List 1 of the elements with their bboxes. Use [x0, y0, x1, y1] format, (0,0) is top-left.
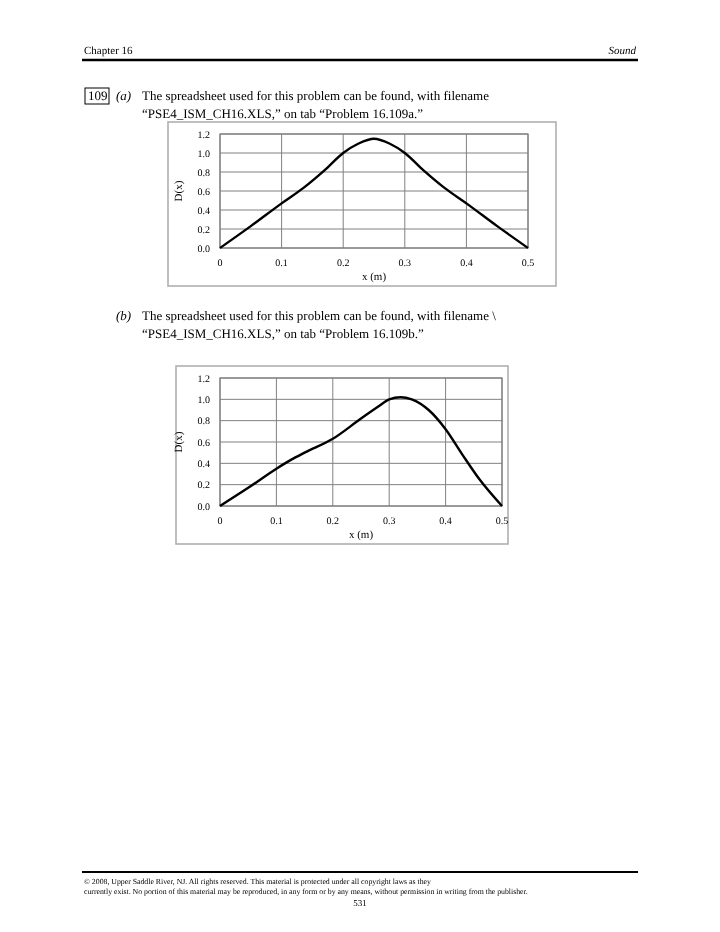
line-series — [218, 137, 530, 250]
